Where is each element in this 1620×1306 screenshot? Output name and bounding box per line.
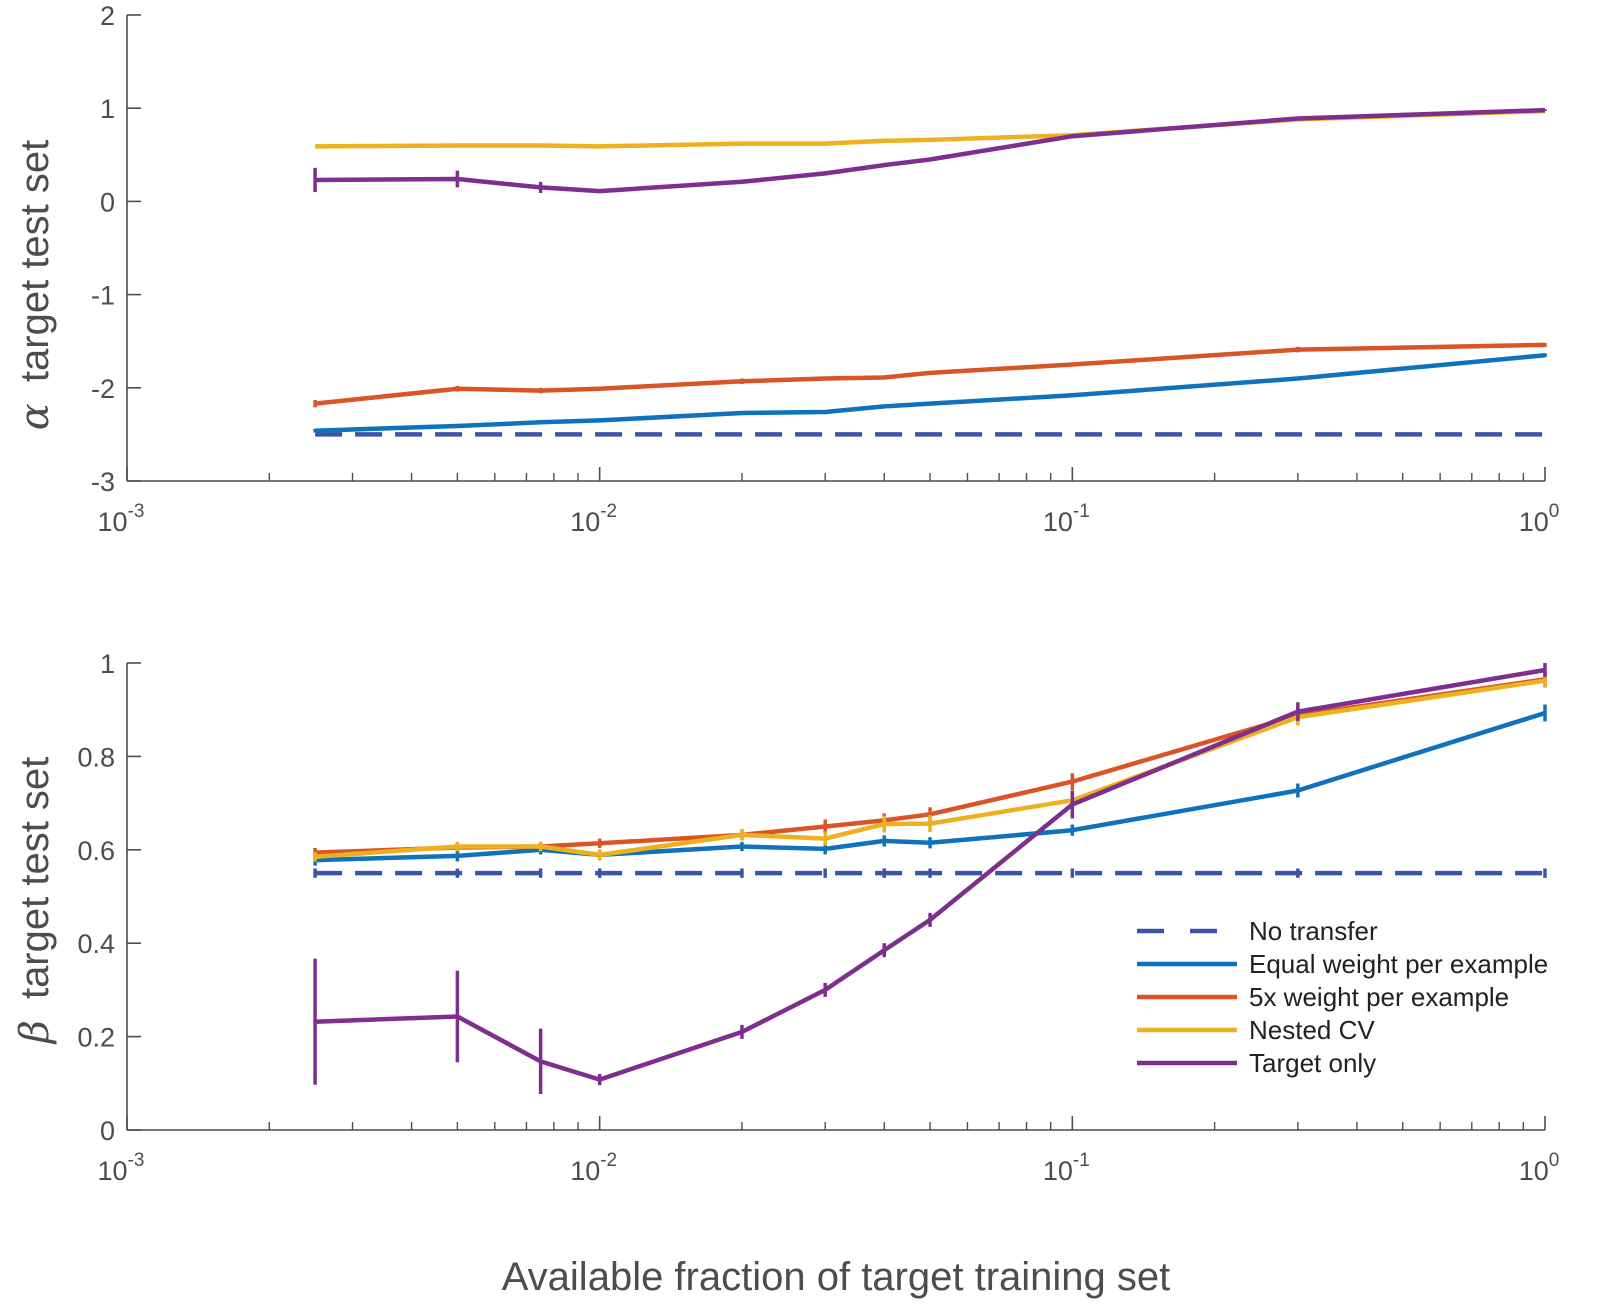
legend-label: Nested CV [1249,1015,1375,1045]
x-tick-base: 10 [570,507,600,537]
x-tick-base: 10 [98,507,128,537]
bottom-y-tick-label: 0.6 [77,836,115,866]
top-y-axis-label: α target test set [12,140,58,430]
bottom-x-tick-label: 10-3 [98,1150,145,1186]
legend-item: 5x weight per example [1137,982,1509,1012]
x-tick-base: 10 [1043,507,1073,537]
x-tick-exponent: -3 [128,1150,145,1171]
x-axis-label: Available fraction of target training se… [502,1255,1171,1299]
legend-item: No transfer [1137,916,1378,946]
bottom-y-tick-label: 0 [100,1116,115,1146]
top-y-tick-label: -2 [91,374,115,404]
x-tick-base: 10 [1043,1156,1073,1186]
bottom-y-tick-label: 0.2 [77,1023,115,1053]
legend-label: Equal weight per example [1249,949,1548,979]
bottom-y-axis-label: β target test set [12,757,58,1046]
top-y-tick-label: -1 [91,281,115,311]
x-tick-base: 10 [570,1156,600,1186]
top-series-target-only [313,107,1547,194]
bottom-y-axis-symbol: β [12,1020,58,1045]
bottom-series-target-only [313,663,1547,1095]
top-y-axis-text: target test set [13,140,57,382]
legend-label: 5x weight per example [1249,982,1509,1012]
top-y-tick-label: -3 [91,467,115,497]
legend-item: Nested CV [1137,1015,1375,1045]
bottom-y-tick-label: 0.4 [77,929,115,959]
top-x-tick-label: 10-3 [98,501,145,537]
bottom-y-tick-label: 0.8 [77,742,115,772]
top-axes: 210-1-2-310-3 10-2 10-1 100 [91,1,1559,537]
bottom-x-tick-label: 100 [1519,1150,1560,1186]
bottom-y-tick-label: 1 [100,649,115,679]
bottom-series-equal-weight-per-example [313,704,1547,866]
top-series-layer [313,107,1547,437]
top-series-5x-weight-per-example [313,342,1547,408]
top-y-tick-label: 2 [100,1,115,31]
x-tick-exponent: -2 [600,1150,617,1171]
x-tick-exponent: -1 [1073,501,1090,522]
x-tick-exponent: -1 [1073,1150,1090,1171]
bottom-y-axis-text: target test set [13,757,57,999]
bottom-series-no-transfer [313,868,1547,878]
x-tick-base: 10 [1519,1156,1549,1186]
bottom-series-layer [313,663,1547,1095]
bottom-x-tick-label: 10-1 [1043,1150,1090,1186]
x-tick-base: 10 [1519,507,1549,537]
legend-label: No transfer [1249,916,1378,946]
legend-item: Target only [1137,1048,1376,1078]
top-y-axis-symbol: α [12,403,58,430]
bottom-x-tick-label: 10-2 [570,1150,617,1186]
x-tick-exponent: 0 [1549,501,1560,522]
legend-label: Target only [1249,1048,1376,1078]
series-line [315,352,1546,433]
x-tick-exponent: -2 [600,501,617,522]
x-tick-exponent: -3 [128,501,145,522]
x-tick-exponent: 0 [1549,1150,1560,1171]
top-x-tick-label: 100 [1519,501,1560,537]
top-y-tick-label: 1 [100,94,115,124]
top-series-equal-weight-per-example [313,352,1547,433]
legend-item: Equal weight per example [1137,949,1548,979]
top-x-tick-label: 10-2 [570,501,617,537]
series-line [315,107,1546,194]
top-y-tick-label: 0 [100,187,115,217]
x-tick-base: 10 [98,1156,128,1186]
top-x-tick-label: 10-1 [1043,501,1090,537]
top-panel: 210-1-2-310-3 10-2 10-1 100 α target test s… [12,1,1559,537]
